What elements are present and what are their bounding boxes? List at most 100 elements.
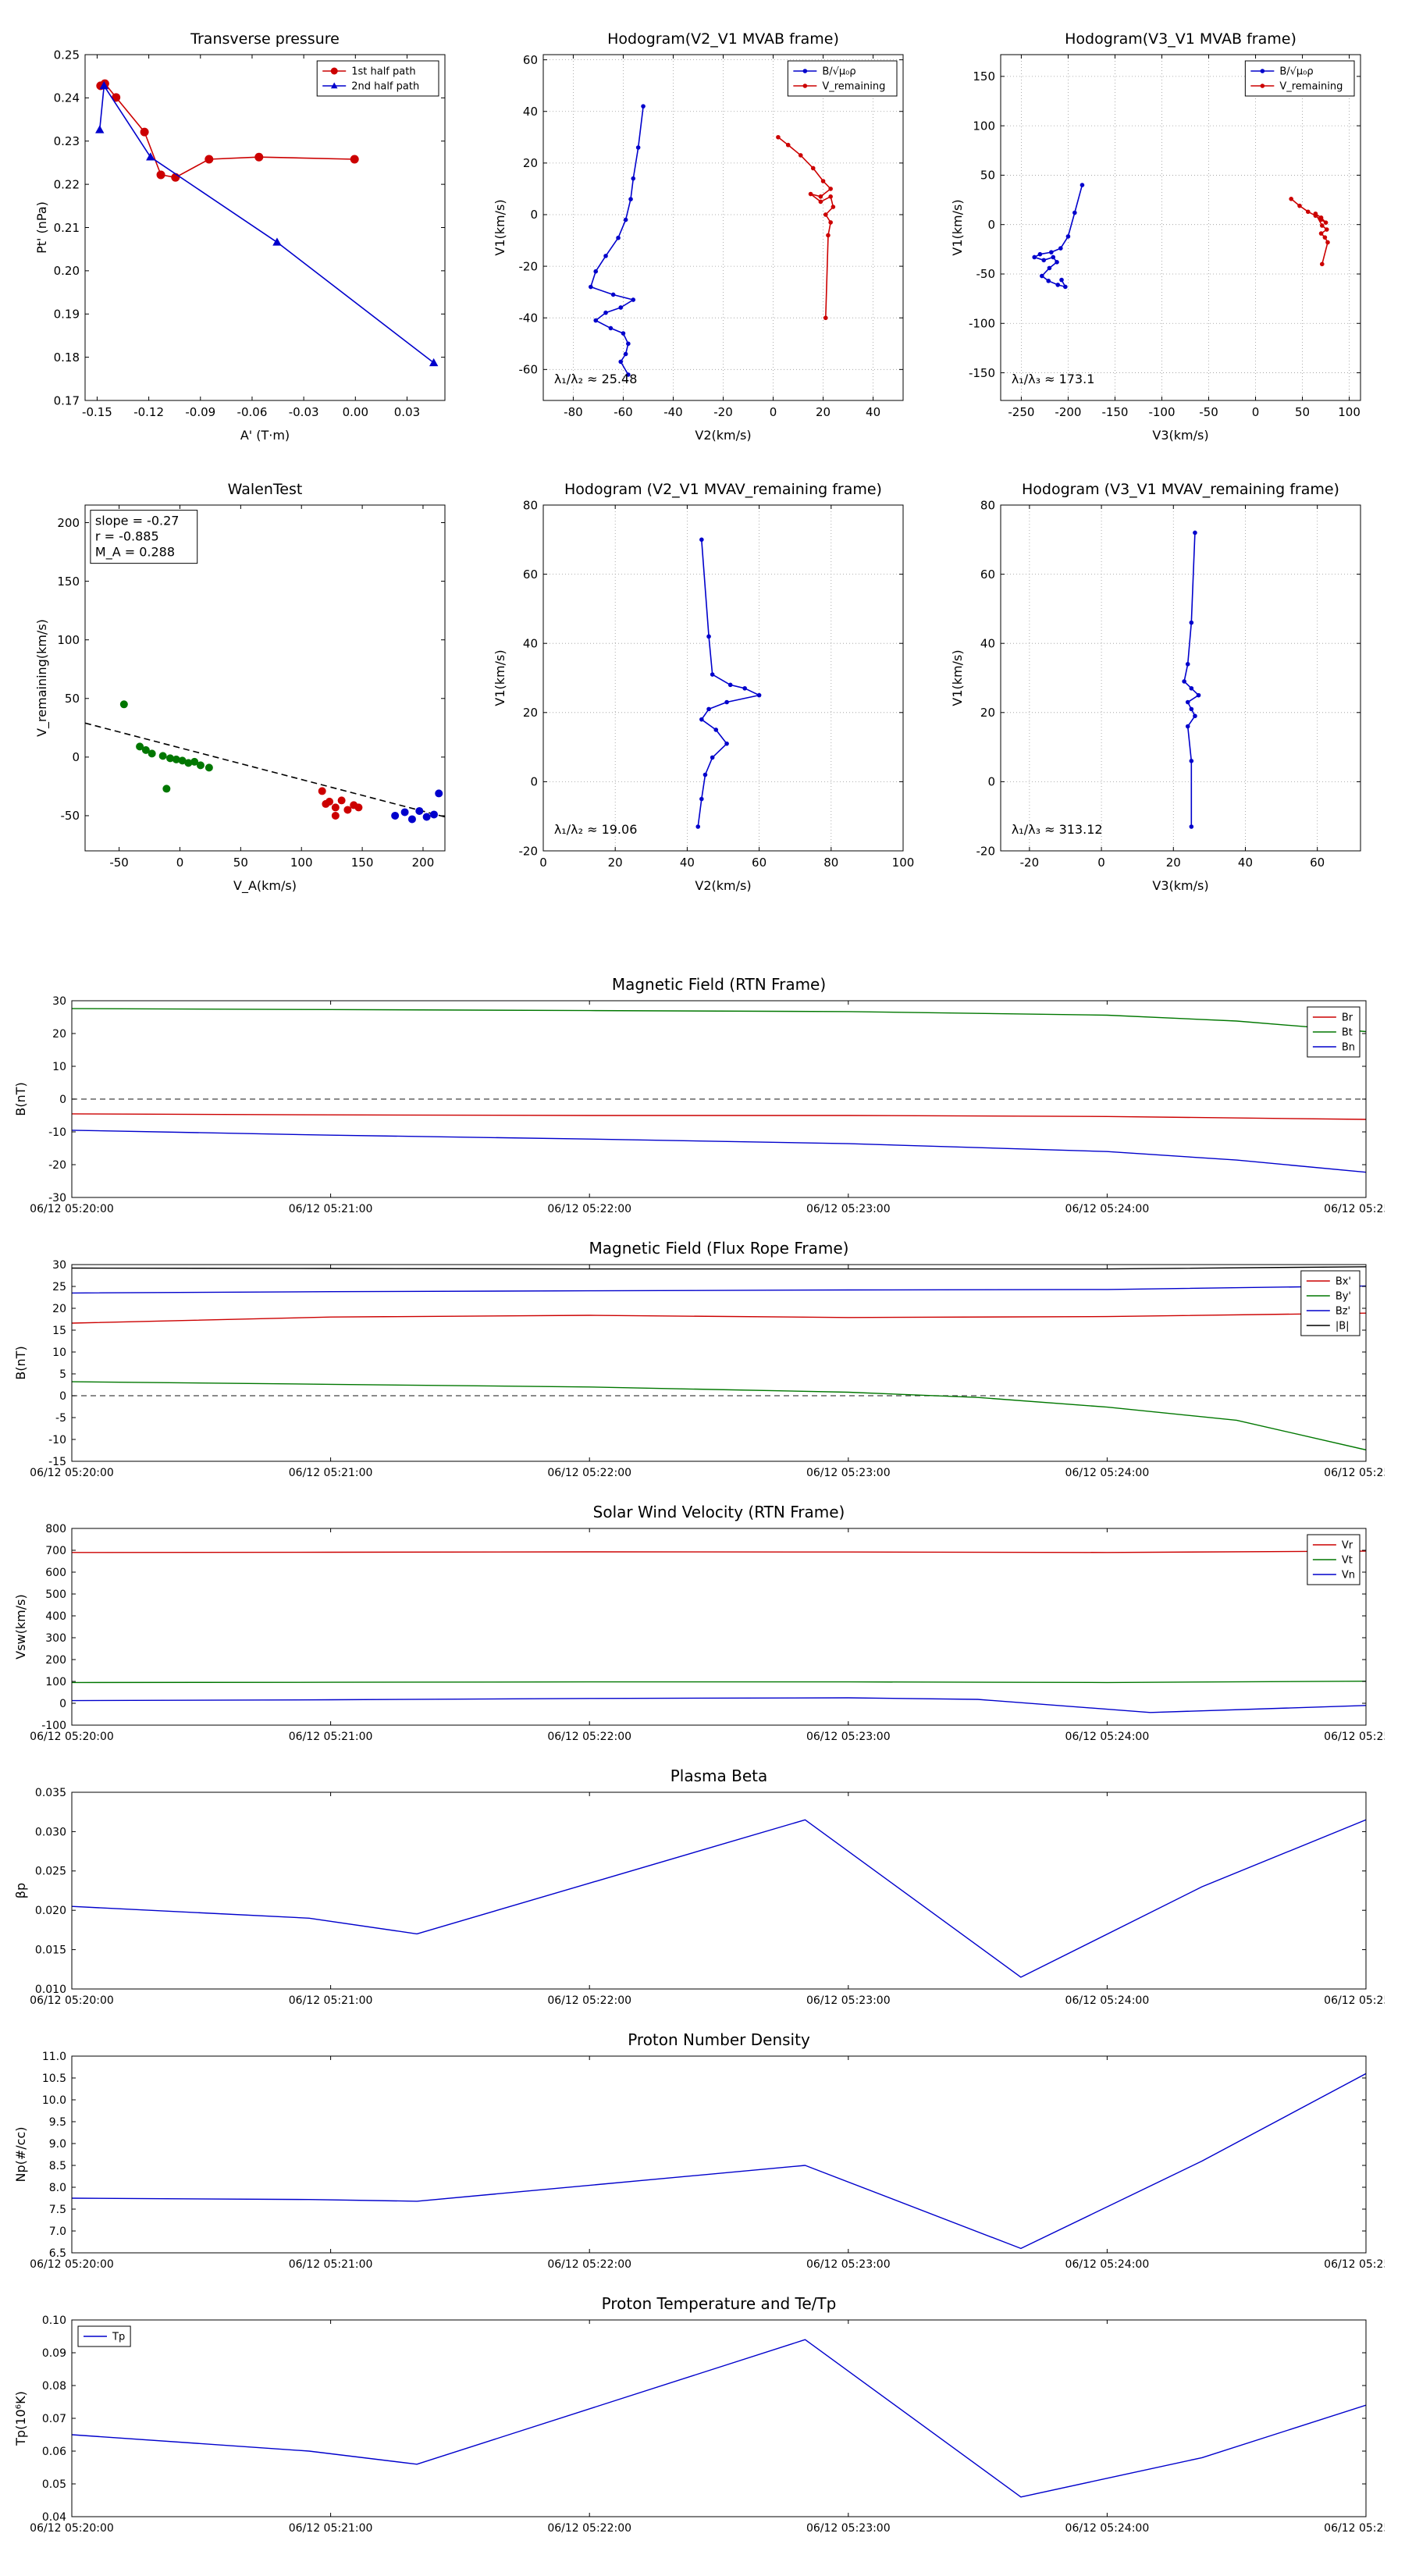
svg-text:100: 100 <box>973 119 995 133</box>
hodogram-v3v1-mvav-series <box>1182 530 1201 829</box>
svg-text:80: 80 <box>522 498 537 512</box>
svg-text:06/12 05:23:00: 06/12 05:23:00 <box>806 2522 891 2535</box>
svg-text:|B|: |B| <box>1336 1321 1350 1332</box>
proton-number-density-series <box>72 2073 1366 2250</box>
svg-text:-15: -15 <box>48 1456 66 1468</box>
svg-text:06/12 05:21:00: 06/12 05:21:00 <box>289 2258 373 2271</box>
svg-text:0: 0 <box>769 405 777 419</box>
svg-text:40: 40 <box>522 636 537 650</box>
svg-text:-20: -20 <box>48 1159 66 1172</box>
svg-text:Plasma Beta: Plasma Beta <box>670 1767 768 1785</box>
svg-text:-40: -40 <box>518 311 538 325</box>
svg-text:-60: -60 <box>614 405 633 419</box>
solar-wind-velocity-plot: 06/12 05:20:00 06/12 05:21:00 06/12 05:22:… <box>13 1503 1405 1743</box>
svg-text:100: 100 <box>1338 405 1361 419</box>
svg-text:0.020: 0.020 <box>35 1905 66 1917</box>
svg-text:150: 150 <box>973 69 995 84</box>
svg-text:-100: -100 <box>1148 405 1175 419</box>
svg-text:-0.03: -0.03 <box>289 405 319 419</box>
svg-text:-0.06: -0.06 <box>237 405 268 419</box>
svg-text:800: 800 <box>45 1523 66 1535</box>
svg-text:2nd half path: 2nd half path <box>351 81 419 93</box>
svg-text:06/12 05:21:00: 06/12 05:21:00 <box>289 1731 373 1743</box>
svg-text:8.0: 8.0 <box>49 2182 66 2194</box>
svg-text:B(nT): B(nT) <box>13 1082 28 1115</box>
svg-text:06/12 05:22:00: 06/12 05:22:00 <box>547 1203 631 1215</box>
svg-text:Bt: Bt <box>1342 1027 1353 1039</box>
svg-text:V_remaining(km/s): V_remaining(km/s) <box>34 619 50 737</box>
svg-text:V1(km/s): V1(km/s) <box>493 199 507 255</box>
svg-text:B(nT): B(nT) <box>13 1346 28 1379</box>
svg-text:06/12 05:25:00: 06/12 05:25:00 <box>1324 1994 1385 2007</box>
svg-text:λ₁/λ₃ ≈ 313.12: λ₁/λ₃ ≈ 313.12 <box>1012 822 1103 837</box>
svg-text:0.08: 0.08 <box>42 2380 66 2393</box>
svg-text:0.07: 0.07 <box>42 2413 66 2425</box>
svg-text:25: 25 <box>52 1281 66 1293</box>
svg-text:8.5: 8.5 <box>49 2160 66 2172</box>
svg-text:Hodogram(V2_V1 MVAB frame): Hodogram(V2_V1 MVAB frame) <box>607 30 839 48</box>
svg-text:0: 0 <box>59 1698 66 1710</box>
svg-text:10.5: 10.5 <box>42 2073 66 2085</box>
chart-proton-number-density: 06/12 05:20:00 06/12 05:21:00 06/12 05:22:… <box>11 2022 1405 2284</box>
svg-text:06/12 05:21:00: 06/12 05:21:00 <box>289 2522 373 2535</box>
svg-text:0.19: 0.19 <box>54 308 80 322</box>
svg-text:0.06: 0.06 <box>42 2446 66 2458</box>
svg-text:06/12 05:22:00: 06/12 05:22:00 <box>547 2258 631 2271</box>
svg-text:0: 0 <box>73 750 80 764</box>
hodogram-v3v1-mvab-series <box>1032 183 1330 290</box>
hodogram-v3v1-mvab-plot: -250 -200 -150 -100 -50 0 50 100 -150 -100 -50 0 50 1… <box>950 30 1361 443</box>
svg-text:Solar Wind Velocity (RTN Frame: Solar Wind Velocity (RTN Frame) <box>593 1503 845 1521</box>
svg-text:60: 60 <box>522 568 537 582</box>
svg-text:700: 700 <box>45 1545 66 1557</box>
svg-text:0.17: 0.17 <box>54 393 80 407</box>
svg-text:50: 50 <box>65 692 80 706</box>
svg-text:5: 5 <box>59 1368 66 1381</box>
svg-text:V_remaining: V_remaining <box>822 81 885 93</box>
svg-text:06/12 05:23:00: 06/12 05:23:00 <box>806 1731 891 1743</box>
svg-text:06/12 05:20:00: 06/12 05:20:00 <box>30 2522 114 2535</box>
proton-temperature-series <box>72 2339 1366 2498</box>
svg-text:0.05: 0.05 <box>42 2478 66 2491</box>
svg-text:B/√μ₀ρ: B/√μ₀ρ <box>822 66 855 78</box>
svg-text:0.24: 0.24 <box>54 91 80 105</box>
svg-text:0: 0 <box>530 208 538 222</box>
svg-text:06/12 05:21:00: 06/12 05:21:00 <box>289 1203 373 1215</box>
svg-text:M_A = 0.288: M_A = 0.288 <box>95 545 175 560</box>
svg-text:100: 100 <box>891 856 914 870</box>
svg-text:150: 150 <box>351 856 374 870</box>
svg-text:0.21: 0.21 <box>54 221 80 235</box>
svg-text:50: 50 <box>233 856 248 870</box>
timeseries-stack: 06/12 05:20:00 06/12 05:21:00 06/12 05:22:… <box>0 966 1405 2548</box>
svg-text:-50: -50 <box>110 856 130 870</box>
svg-text:By': By' <box>1336 1291 1351 1303</box>
svg-text:-100: -100 <box>41 1720 66 1732</box>
svg-text:Vn: Vn <box>1342 1570 1355 1582</box>
svg-text:0.035: 0.035 <box>35 1787 66 1799</box>
svg-text:-30: -30 <box>48 1192 66 1204</box>
svg-text:60: 60 <box>752 856 767 870</box>
svg-text:06/12 05:24:00: 06/12 05:24:00 <box>1065 1467 1150 1479</box>
svg-text:-50: -50 <box>61 809 80 823</box>
walen-test-plot: -50 0 50 100 150 200 -50 0 50 100 150 200 WalenTest V… <box>34 481 446 894</box>
svg-text:20: 20 <box>52 1303 66 1315</box>
svg-text:V_A(km/s): V_A(km/s) <box>233 878 297 894</box>
svg-text:V2(km/s): V2(km/s) <box>695 878 751 893</box>
svg-text:Hodogram (V3_V1 MVAV_remaining: Hodogram (V3_V1 MVAV_remaining frame) <box>1022 481 1339 498</box>
svg-text:11.0: 11.0 <box>42 2051 66 2063</box>
svg-text:-0.15: -0.15 <box>82 405 112 419</box>
svg-text:-40: -40 <box>663 405 683 419</box>
svg-text:20: 20 <box>522 706 537 720</box>
svg-text:9.5: 9.5 <box>49 2116 66 2129</box>
svg-text:10: 10 <box>52 1061 66 1073</box>
svg-text:0.015: 0.015 <box>35 1944 66 1957</box>
svg-text:40: 40 <box>679 856 694 870</box>
transverse-pressure-series <box>95 79 439 367</box>
chart-magnetic-field-flux-rope: 06/12 05:20:00 06/12 05:21:00 06/12 05:22:… <box>11 1230 1405 1493</box>
svg-text:06/12 05:24:00: 06/12 05:24:00 <box>1065 1731 1150 1743</box>
svg-text:-80: -80 <box>564 405 583 419</box>
svg-text:40: 40 <box>522 105 537 119</box>
svg-text:0.23: 0.23 <box>54 134 80 148</box>
svg-text:06/12 05:20:00: 06/12 05:20:00 <box>30 1994 114 2007</box>
svg-text:V3(km/s): V3(km/s) <box>1152 878 1208 893</box>
svg-text:06/12 05:25:00: 06/12 05:25:00 <box>1324 1203 1385 1215</box>
